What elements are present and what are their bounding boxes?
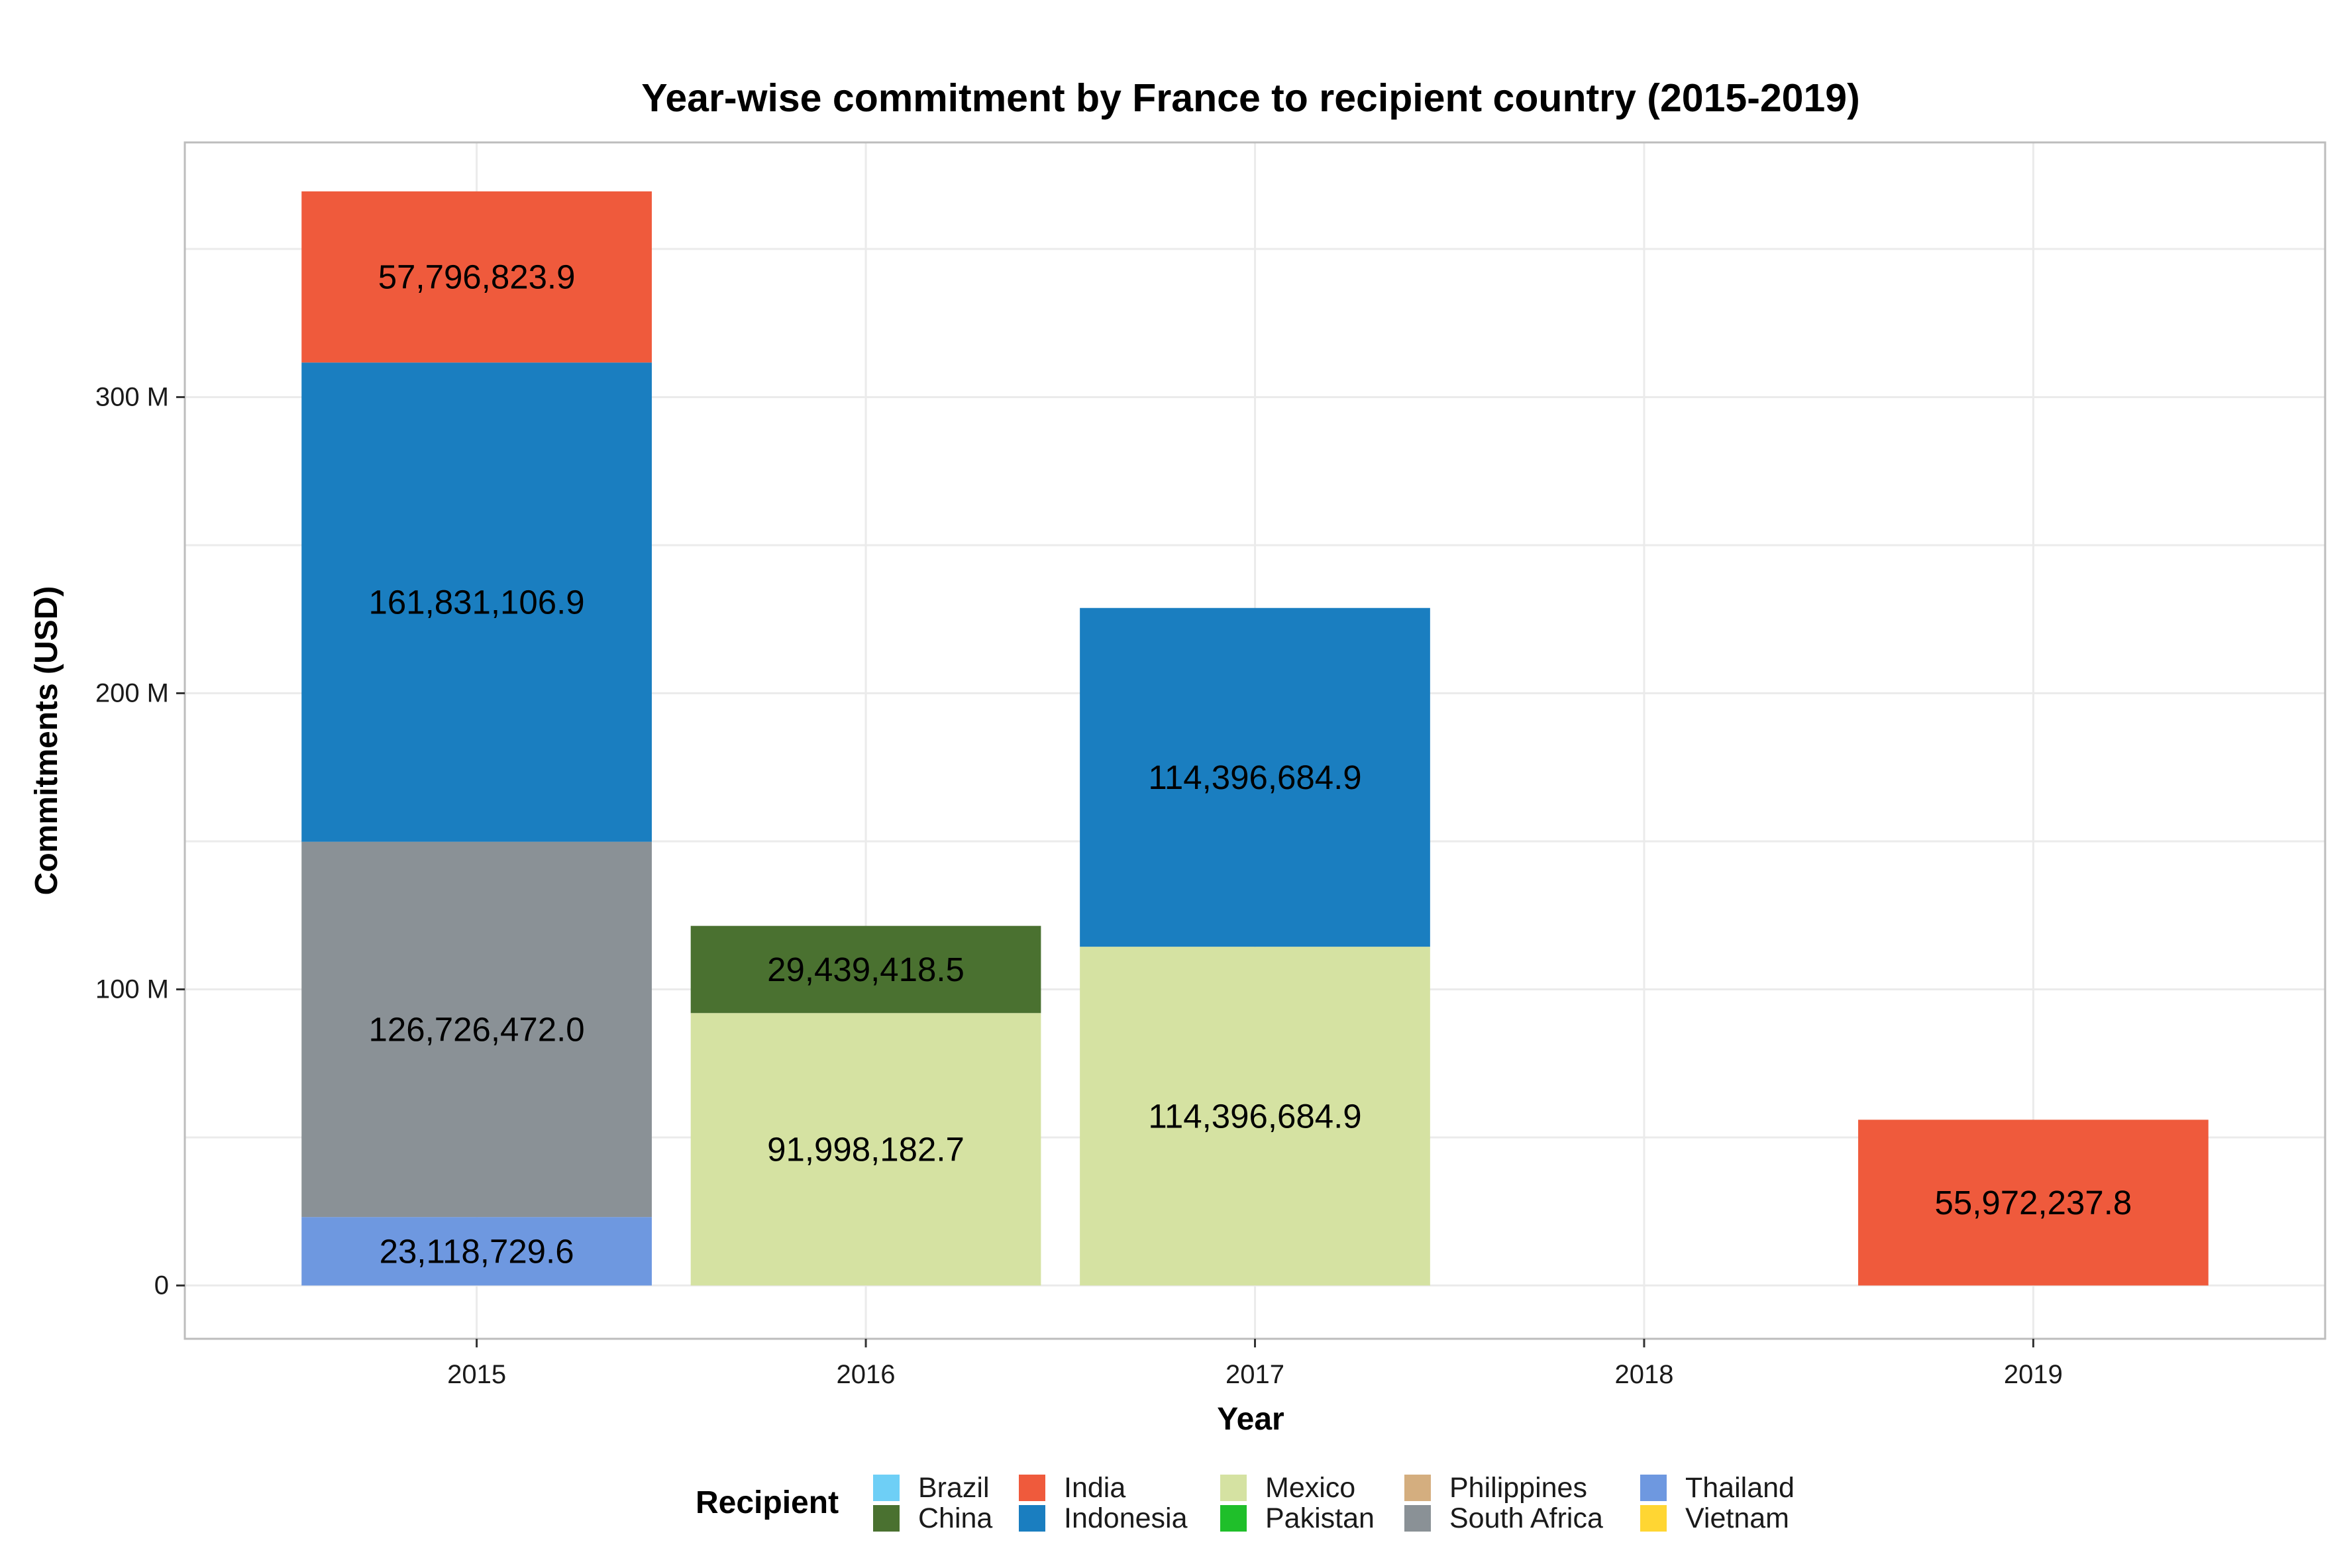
- bar-china-2016: [690, 925, 1041, 1014]
- bar-india-2015: [301, 191, 652, 363]
- data-label: 29,439,418.5: [767, 951, 965, 988]
- legend-label-brazil: Brazil: [918, 1472, 990, 1504]
- bar-mexico-2016: [690, 1013, 1041, 1286]
- legend-swatch-brazil: [873, 1475, 900, 1501]
- legend-label-india: India: [1064, 1472, 1125, 1504]
- x-tick-label: 2017: [1226, 1360, 1284, 1389]
- legend-label-pakistan: Pakistan: [1265, 1502, 1375, 1534]
- x-axis-title: Year: [1217, 1402, 1284, 1437]
- legend-label-philippines: Philippines: [1449, 1472, 1587, 1504]
- x-tick-label: 2016: [837, 1360, 896, 1389]
- legend-swatch-china: [873, 1505, 900, 1532]
- legend-label-thailand: Thailand: [1685, 1472, 1795, 1504]
- legend-swatch-philippines: [1404, 1475, 1431, 1501]
- data-label: 91,998,182.7: [767, 1130, 965, 1168]
- data-labels: 23,118,729.6 126,726,472.0 91,998,182.7 114…: [369, 258, 2132, 1271]
- bar-mexico-2017: [1080, 947, 1430, 1286]
- legend-swatch-south-africa: [1404, 1505, 1431, 1532]
- legend-label-indonesia: Indonesia: [1064, 1502, 1188, 1534]
- y-axis: 0 100 M 200 M 300 M: [95, 382, 185, 1300]
- legend-swatch-thailand: [1640, 1475, 1667, 1501]
- legend-label-mexico: Mexico: [1265, 1472, 1355, 1504]
- bar-india-2019: [1858, 1120, 2209, 1286]
- chart-title: Year-wise commitment by France to recipi…: [641, 76, 1860, 120]
- legend-label-china: China: [918, 1502, 992, 1534]
- legend-title: Recipient: [696, 1485, 839, 1520]
- data-label: 126,726,472.0: [369, 1010, 585, 1048]
- legend-label-vietnam: Vietnam: [1685, 1502, 1789, 1534]
- legend-label-south-africa: South Africa: [1449, 1502, 1603, 1534]
- bar-thailand-2015: [301, 1217, 652, 1286]
- data-label: 23,118,729.6: [380, 1232, 574, 1270]
- y-axis-title: Commitments (USD): [29, 586, 64, 896]
- y-tick-label: 300 M: [95, 382, 169, 411]
- data-label: 114,396,684.9: [1148, 1097, 1361, 1135]
- bar-south-africa-2015: [301, 841, 652, 1218]
- legend-swatch-india: [1019, 1475, 1045, 1501]
- data-label: 57,796,823.9: [378, 258, 576, 296]
- bar-indonesia-2015: [301, 362, 652, 842]
- data-label: 55,972,237.8: [1935, 1184, 2132, 1222]
- data-label: 114,396,684.9: [1148, 758, 1361, 796]
- x-tick-label: 2015: [447, 1360, 506, 1389]
- bars: [301, 191, 2209, 1286]
- y-tick-label: 200 M: [95, 678, 169, 707]
- bar-indonesia-2017: [1080, 607, 1430, 947]
- data-label: 161,831,106.9: [369, 583, 585, 621]
- x-tick-label: 2019: [2004, 1360, 2063, 1389]
- legend-swatch-vietnam: [1640, 1505, 1667, 1532]
- y-tick-label: 0: [154, 1271, 169, 1300]
- legend-swatch-indonesia: [1019, 1505, 1045, 1532]
- x-tick-label: 2018: [1614, 1360, 1673, 1389]
- legend-swatch-mexico: [1220, 1475, 1247, 1501]
- legend-swatch-pakistan: [1220, 1505, 1247, 1532]
- x-axis: 2015 2016 2017 2018 2019: [447, 1339, 2063, 1389]
- y-tick-label: 100 M: [95, 975, 169, 1004]
